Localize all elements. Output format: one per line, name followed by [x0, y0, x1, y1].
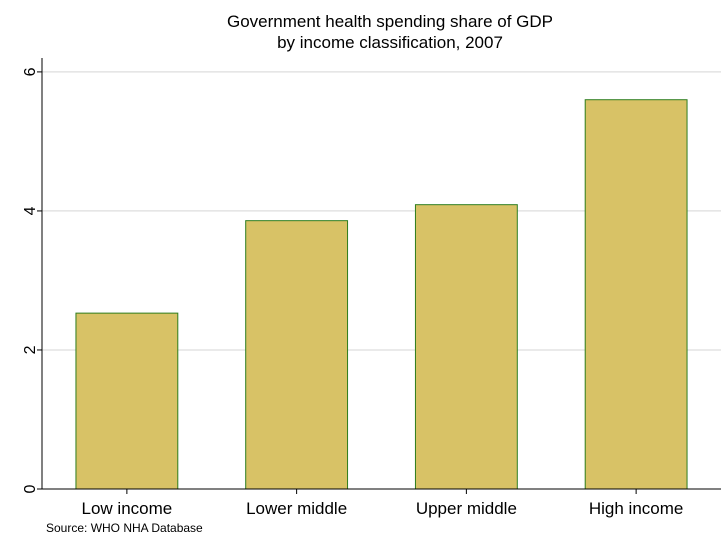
- y-tick-label: 4: [22, 206, 39, 215]
- x-categories: Low income Lower middle Upper middle High i…: [82, 489, 684, 518]
- bar-high-income: [584, 99, 688, 490]
- y-tick-label: 0: [22, 484, 39, 493]
- y-ticks: 0 2 4 6: [22, 67, 42, 493]
- x-category-label: Lower middle: [246, 499, 347, 518]
- x-category-label: Low income: [82, 499, 173, 518]
- y-tick-label: 2: [22, 345, 39, 354]
- source-note: Source: WHO NHA Database: [46, 521, 203, 535]
- bar-lower-middle: [245, 220, 349, 490]
- x-category-label: High income: [589, 499, 684, 518]
- chart-title-line-1: Government health spending share of GDP: [227, 12, 553, 31]
- x-category-label: Upper middle: [416, 499, 517, 518]
- y-tick-label: 6: [22, 67, 39, 76]
- bars: [75, 99, 688, 490]
- bar-upper-middle: [414, 204, 518, 490]
- chart-title-line-2: by income classification, 2007: [277, 33, 503, 52]
- bar-low-income: [75, 312, 179, 490]
